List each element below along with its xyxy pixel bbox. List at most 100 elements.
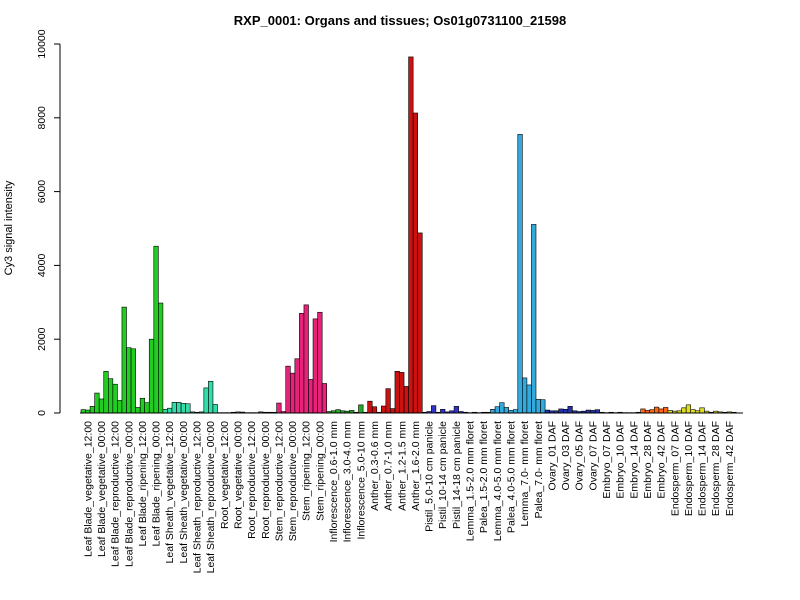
x-tick-label: Anther_0.3-0.6 mm [369, 421, 381, 511]
bar [312, 318, 318, 414]
bar [317, 311, 323, 414]
bar [412, 112, 418, 414]
y-axis: 0 2000 4000 6000 8000 10000 [36, 29, 61, 416]
x-tick-label: Leaf Blade_reproductive_00:00 [123, 421, 135, 567]
x-tick-label: Pistil_14-18 cm panicle [451, 421, 463, 529]
bar [490, 409, 496, 414]
x-tick-label: Anther_1.2-1.5 mm [396, 421, 408, 511]
x-tick-label: Stem_ripening_00:00 [314, 421, 326, 521]
bar [385, 388, 391, 414]
x-tick-label: Inflorescence_5.0-10 mm [355, 421, 367, 540]
x-tick-label: Ovary_01 DAF [546, 421, 558, 490]
x-tick-label: Inflorescence_3.0-4.0 mm [342, 421, 354, 543]
x-tick-label: Endosperm_10 DAF [683, 421, 695, 516]
x-tick-label: Lemma_4.0-5.0 mm floret [492, 421, 504, 541]
bar [148, 338, 155, 414]
bar [408, 56, 414, 414]
bar [303, 304, 309, 414]
bar [526, 384, 532, 414]
bar [112, 383, 118, 414]
bar [367, 400, 373, 414]
y-tick-label: 0 [36, 410, 48, 416]
bar [658, 408, 664, 414]
bar [494, 406, 500, 414]
bar [289, 372, 296, 414]
y-tick-label: 4000 [36, 254, 48, 278]
bar [663, 407, 669, 414]
x-tick-label: Leaf Blade_reproductive_12:00 [110, 421, 122, 567]
x-tick-label: Leaf Sheath_vegetative_00:00 [178, 421, 190, 564]
bar [308, 379, 314, 414]
x-tick-label: Leaf Sheath_reproductive_00:00 [205, 421, 217, 574]
bar [144, 402, 150, 414]
x-tick-label: Root_vegetative_12:00 [219, 421, 231, 529]
bar [558, 408, 564, 414]
bar [371, 406, 378, 414]
bar [203, 387, 209, 414]
x-tick-label: Root_vegetative_00:00 [232, 421, 244, 529]
bar [94, 392, 100, 414]
bar [117, 400, 123, 414]
bar [162, 409, 168, 414]
bars-layer [80, 56, 737, 414]
x-tick-label: Palea_1.5-2.0 mm floret [478, 421, 490, 533]
bar [171, 401, 177, 414]
bar [299, 313, 305, 414]
bar [390, 408, 396, 414]
y-axis-label: Cy3 signal intensity [3, 180, 15, 275]
x-tick-label: Inflorescence_0.6-1.0 mm [328, 421, 340, 543]
x-axis-labels: Leaf Blade_vegetative_12:00 Leaf Blade_ve… [82, 421, 736, 574]
bar [403, 386, 409, 414]
bar [399, 372, 405, 414]
x-tick-label: Endosperm_14 DAF [697, 421, 709, 516]
x-tick-label: Stem_ripening_12:00 [301, 421, 313, 521]
bar [130, 348, 136, 414]
x-tick-label: Lemma_1.5-2.0 mm floret [465, 421, 477, 541]
x-tick-label: Pistil_10-14 cm panicle [437, 421, 449, 529]
bar [294, 358, 300, 414]
bar [540, 399, 546, 414]
bar [89, 406, 95, 414]
bar [417, 232, 423, 414]
x-tick-label: Palea_4.0-5.0 mm floret [505, 421, 517, 533]
bar [653, 406, 660, 414]
x-tick-label: Root_reproductive_00:00 [260, 421, 272, 539]
bar [167, 407, 173, 414]
x-tick-label: Stem_reproductive_12:00 [273, 421, 285, 541]
x-tick-label: Endosperm_07 DAF [669, 421, 681, 516]
bar [158, 302, 164, 414]
bar [212, 404, 218, 414]
bar [180, 403, 186, 414]
bar [103, 370, 109, 414]
bar [567, 406, 573, 414]
x-tick-label: Embryo_42 DAF [656, 421, 668, 499]
chart-title: RXP_0001: Organs and tissues; Os01g07311… [234, 13, 566, 28]
bar [685, 404, 692, 414]
x-tick-label: Anther_0.7-1.0 mm [383, 421, 395, 511]
x-tick-label: Stem_reproductive_00:00 [287, 421, 299, 541]
x-tick-label: Ovary_07 DAF [587, 421, 599, 490]
y-tick-label: 2000 [36, 327, 48, 351]
bar [153, 245, 159, 414]
x-tick-label: Leaf Blade_ripening_00:00 [151, 421, 163, 547]
x-tick-label: Embryo_10 DAF [615, 421, 627, 499]
x-tick-label: Endosperm_42 DAF [724, 421, 736, 516]
bar [108, 378, 114, 414]
x-tick-label: Leaf Blade_vegetative_12:00 [82, 421, 94, 557]
y-tick-label: 6000 [36, 180, 48, 204]
bar [503, 407, 509, 414]
x-tick-label: Embryo_07 DAF [601, 421, 613, 499]
x-tick-label: Ovary_05 DAF [574, 421, 586, 490]
bar [453, 406, 459, 414]
bar [522, 377, 528, 414]
bar [562, 409, 569, 414]
bar [535, 399, 541, 414]
bar [285, 365, 291, 414]
x-tick-label: Anther_1.6-2.0 mm [410, 421, 422, 511]
bar [358, 404, 364, 414]
bar [640, 408, 646, 414]
x-tick-label: Leaf Blade_ripening_12:00 [137, 421, 149, 547]
bar [185, 403, 191, 414]
x-tick-label: Palea_7.0- mm floret [533, 421, 545, 519]
